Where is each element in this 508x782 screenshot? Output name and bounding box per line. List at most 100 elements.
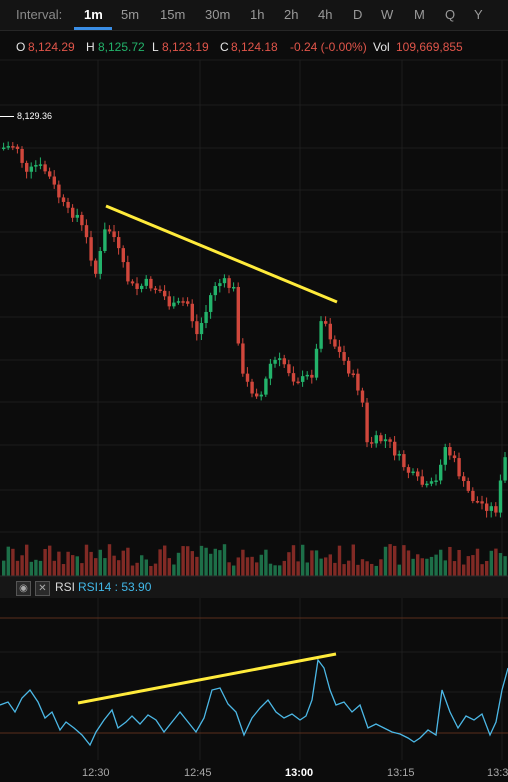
price-marker: 8,129.36: [0, 111, 52, 121]
candle-body: [15, 146, 20, 149]
candle-body: [71, 207, 75, 218]
interval-15m[interactable]: 15m: [160, 7, 186, 22]
volume-bar: [379, 559, 383, 576]
volume-bar: [52, 560, 56, 576]
rsi-name: RSI: [55, 580, 76, 594]
volume-bar: [291, 545, 296, 576]
volume-bar: [498, 553, 503, 576]
x-axis-label: 12:45: [184, 767, 212, 779]
volume-bar: [195, 556, 199, 576]
volume-bar: [153, 563, 158, 576]
candle-body: [452, 455, 457, 459]
candle-body: [480, 501, 484, 504]
candle-body: [301, 376, 305, 382]
volume-bar: [38, 560, 43, 576]
candle-body: [126, 262, 130, 282]
volume-bar: [140, 555, 144, 576]
low-key: L: [152, 40, 159, 54]
volume-bar: [236, 557, 240, 576]
volume-bar: [494, 548, 498, 576]
candle-body: [319, 321, 323, 349]
candle-body: [144, 278, 148, 286]
candle-body: [466, 481, 470, 491]
interval-4h[interactable]: 4h: [318, 7, 333, 22]
interval-m[interactable]: M: [414, 7, 425, 22]
candle-body: [448, 447, 452, 456]
volume-bar: [15, 560, 20, 576]
candle-body: [52, 176, 56, 185]
volume-bar: [268, 563, 273, 576]
candle-body: [250, 381, 254, 394]
volume-bar: [176, 552, 181, 576]
volume-bar: [2, 560, 6, 576]
volume-bar: [66, 551, 70, 576]
candle-body: [103, 229, 107, 252]
interval-5m[interactable]: 5m: [121, 7, 140, 22]
low-value: 8,123.19: [162, 40, 209, 54]
candle-body: [328, 323, 332, 340]
interval-1h[interactable]: 1h: [250, 7, 265, 22]
volume-bar: [112, 555, 116, 576]
candle-body: [222, 278, 227, 284]
volume-bar: [360, 559, 365, 576]
volume-bar: [406, 550, 411, 576]
interval-1m[interactable]: 1m: [84, 7, 103, 22]
volume-bar: [167, 558, 171, 576]
volume-bar: [328, 554, 332, 576]
candle-body: [66, 201, 70, 208]
candle-body: [314, 348, 319, 378]
eye-icon[interactable]: ◉: [16, 581, 31, 596]
volume-bar: [20, 555, 24, 576]
rsi-trendline[interactable]: [77, 652, 337, 705]
volume-bar: [158, 549, 162, 576]
volume-bar: [29, 561, 33, 576]
volume-bar: [314, 550, 319, 576]
candle-body: [411, 471, 415, 474]
candle-body: [305, 374, 309, 377]
candle-body: [370, 442, 374, 444]
volume-bar: [48, 545, 52, 576]
candle-body: [439, 464, 443, 481]
volume-bar: [57, 551, 61, 576]
candle-body: [172, 302, 176, 307]
candle-body: [29, 166, 33, 172]
volume-bar: [181, 546, 185, 576]
volume-bar: [489, 550, 493, 576]
volume-bar: [388, 544, 392, 576]
interval-q[interactable]: Q: [445, 7, 456, 22]
volume-bar: [126, 547, 130, 576]
close-icon[interactable]: ✕: [35, 581, 50, 596]
interval-y[interactable]: Y: [474, 7, 483, 22]
interval-d[interactable]: D: [353, 7, 363, 22]
interval-w[interactable]: W: [381, 7, 394, 22]
candle-body: [204, 311, 208, 323]
volume-bar: [117, 560, 121, 576]
candle-body: [153, 288, 158, 290]
volume-bar: [287, 552, 291, 576]
candle-body: [38, 164, 43, 166]
volume-bar: [130, 565, 135, 576]
candle-body: [176, 301, 181, 303]
candle-body: [416, 471, 420, 477]
candle-body: [57, 184, 61, 198]
volume-bar: [227, 562, 231, 576]
volume-bar: [204, 547, 208, 576]
candle-body: [356, 373, 360, 391]
candle-body: [462, 476, 466, 482]
volume-bar: [213, 548, 217, 576]
candle-body: [255, 393, 259, 397]
candle-body: [429, 481, 434, 484]
volume-bar: [103, 558, 107, 576]
grid: [0, 59, 508, 760]
candle-body: [213, 286, 217, 296]
interval-2h[interactable]: 2h: [284, 7, 299, 22]
candle-body: [264, 378, 268, 395]
interval-30m[interactable]: 30m: [205, 7, 231, 22]
volume-bar: [190, 551, 194, 576]
candle-body: [199, 322, 204, 335]
x-axis-label: 13:15: [387, 767, 415, 779]
price-trendline[interactable]: [105, 204, 338, 304]
candle-body: [80, 214, 84, 226]
candle-body: [6, 146, 10, 148]
